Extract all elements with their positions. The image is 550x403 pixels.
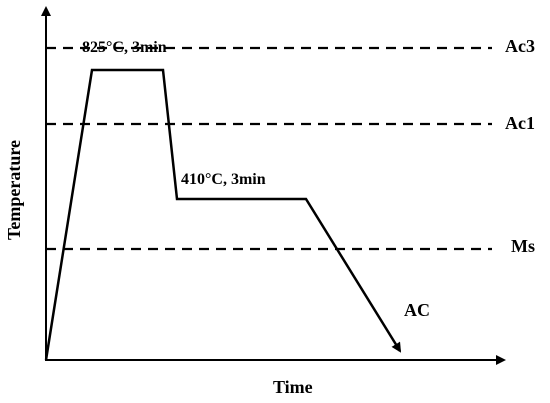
annotation: 410°C, 3min [181, 171, 266, 188]
y-axis-label: Temperature [4, 140, 24, 240]
level-label: Ac1 [505, 113, 535, 133]
x-axis-label: Time [273, 377, 313, 397]
level-label: Ac3 [505, 36, 535, 56]
annotation: 825°C, 3min [82, 39, 167, 56]
annotation: AC [404, 300, 430, 320]
level-label: Ms [511, 236, 535, 256]
process-curve [44, 68, 402, 361]
